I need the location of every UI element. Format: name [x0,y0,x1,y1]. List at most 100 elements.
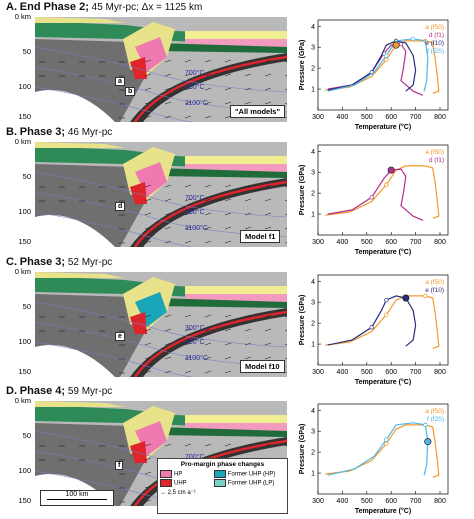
pt-path-navy [327,40,417,92]
pt-legend-entry: a (f50) [425,24,444,31]
pt-marker [411,36,416,41]
y-tick-label: 2 [311,191,315,198]
x-tick-label: 500 [361,114,373,121]
y-tick-label: 2 [311,450,315,457]
x-tick-label: 800 [434,114,446,121]
x-tick-label: 400 [337,114,349,121]
x-tick-label: 600 [385,498,397,505]
depth-tick-label: 0 km [14,137,31,146]
model-name-box: Model f10 [240,360,285,373]
legend-swatch [160,470,172,478]
scale-bar: 100 km [40,490,114,506]
legend-swatch [160,479,172,487]
y-tick-label: 3 [311,300,315,307]
depth-tick-label: 100 [18,82,31,91]
isotherm-label: 700°C [185,69,205,77]
pt-legend-entry: f (f25) [427,48,444,55]
depth-tick-label: 50 [22,302,31,311]
x-tick-label: 300 [312,114,324,121]
x-tick-label: 400 [337,239,349,246]
legend-label: Former UHP (LP) [227,480,275,487]
pt-path-plot: 1 2 3 4 300 400 500 600 700 800 Temperature (°C) Pr… [299,403,449,515]
panel-phase: Phase 4; [19,385,66,397]
pt-path-navy [327,295,417,347]
model-cross-section: 300°C 900°C 1100°C [35,272,287,377]
legend-items: HP Former UHP (HP) UHP Former UHP (LP) [160,470,285,487]
panel-time: 52 Myr-pc [67,257,113,268]
current-pt-point [392,41,400,49]
isotherm-label: 1100°C [185,354,208,362]
x-tick-label: 500 [361,498,373,505]
panel-phase: End Phase 2; [19,1,89,13]
x-tick-label: 500 [361,239,373,246]
pt-path-orange [325,424,440,478]
isotherm-label: 900°C [185,83,205,91]
pt-legend-entry: e (f10) [425,40,444,47]
legend-title: Pro-margin phase changes [180,461,265,468]
arrow-icon: → [160,490,168,496]
pt-marker [384,441,389,446]
panel-phase: Phase 3; [19,256,66,268]
panel-letter: B. [6,126,17,138]
panel-phase: Phase 3; [19,126,66,138]
x-tick-label: 600 [385,114,397,121]
y-tick-label: 3 [311,45,315,52]
depth-tick-label: 150 [18,237,31,246]
y-tick-label: 4 [311,149,315,156]
depth-tick-label: 150 [18,367,31,376]
panel-title: D. Phase 4; 59 Myr-pc [6,385,112,397]
hot-mantle [35,215,115,247]
x-tick-label: 300 [312,498,324,505]
particle-label: d [115,202,126,211]
x-tick-label: 500 [361,369,373,376]
depth-tick-label: 50 [22,172,31,181]
isotherm-label: 700°C [185,453,205,461]
depth-tick-label: 0 km [14,396,31,405]
panel-title: A. End Phase 2; 45 Myr-pc; Δx = 1125 km [6,1,202,13]
pt-marker [423,293,428,299]
pt-legend-entry: e (f10) [425,287,444,294]
panel-letter: D. [6,385,17,397]
panel-time: 59 Myr-pc [67,386,113,397]
pt-marker [369,195,374,200]
y-axis-label: Pressure (GPa) [299,40,306,91]
pt-path-orange [325,165,440,219]
velocity-scale: → 2.5 cm a⁻¹ [160,489,285,496]
y-tick-label: 4 [311,408,315,415]
y-tick-label: 4 [311,24,315,31]
y-tick-label: 4 [311,279,315,286]
particle-label: a [115,77,125,86]
pt-legend-entry: f (f25) [427,416,444,423]
x-axis-label: Temperature (°C) [355,248,411,256]
panel-letter: C. [6,256,17,268]
phase-change-legend: Pro-margin phase changes HP Former UHP (HP… [157,458,288,514]
hot-mantle [35,90,115,122]
pt-path-magenta [327,168,424,221]
y-tick-label: 1 [311,471,315,478]
pt-path-cyan [327,38,429,92]
pt-legend-entry: a (f50) [425,279,444,286]
current-pt-point [387,166,395,174]
x-tick-label: 300 [312,239,324,246]
model-name-box: "All models" [230,105,286,118]
pt-path-orange [325,40,440,94]
x-tick-label: 600 [385,369,397,376]
y-tick-label: 2 [311,321,315,328]
pt-path-cyan [327,422,429,476]
x-tick-label: 800 [434,239,446,246]
x-tick-label: 300 [312,369,324,376]
y-tick-label: 2 [311,66,315,73]
legend-label: UHP [174,480,187,487]
x-axis-label: Temperature (°C) [355,123,411,131]
isotherm-label: 1100°C [185,99,208,107]
legend-swatch [213,479,226,487]
x-tick-label: 600 [385,239,397,246]
y-axis-label: Pressure (GPa) [299,165,306,216]
velocity-scale-label: 2.5 cm a⁻¹ [167,490,196,496]
x-tick-label: 700 [410,369,422,376]
depth-tick-label: 100 [18,337,31,346]
depth-tick-label: 50 [22,431,31,440]
particle-label: e [115,332,125,341]
legend-item: Former UHP (LP) [213,479,285,487]
pt-marker [384,312,389,317]
